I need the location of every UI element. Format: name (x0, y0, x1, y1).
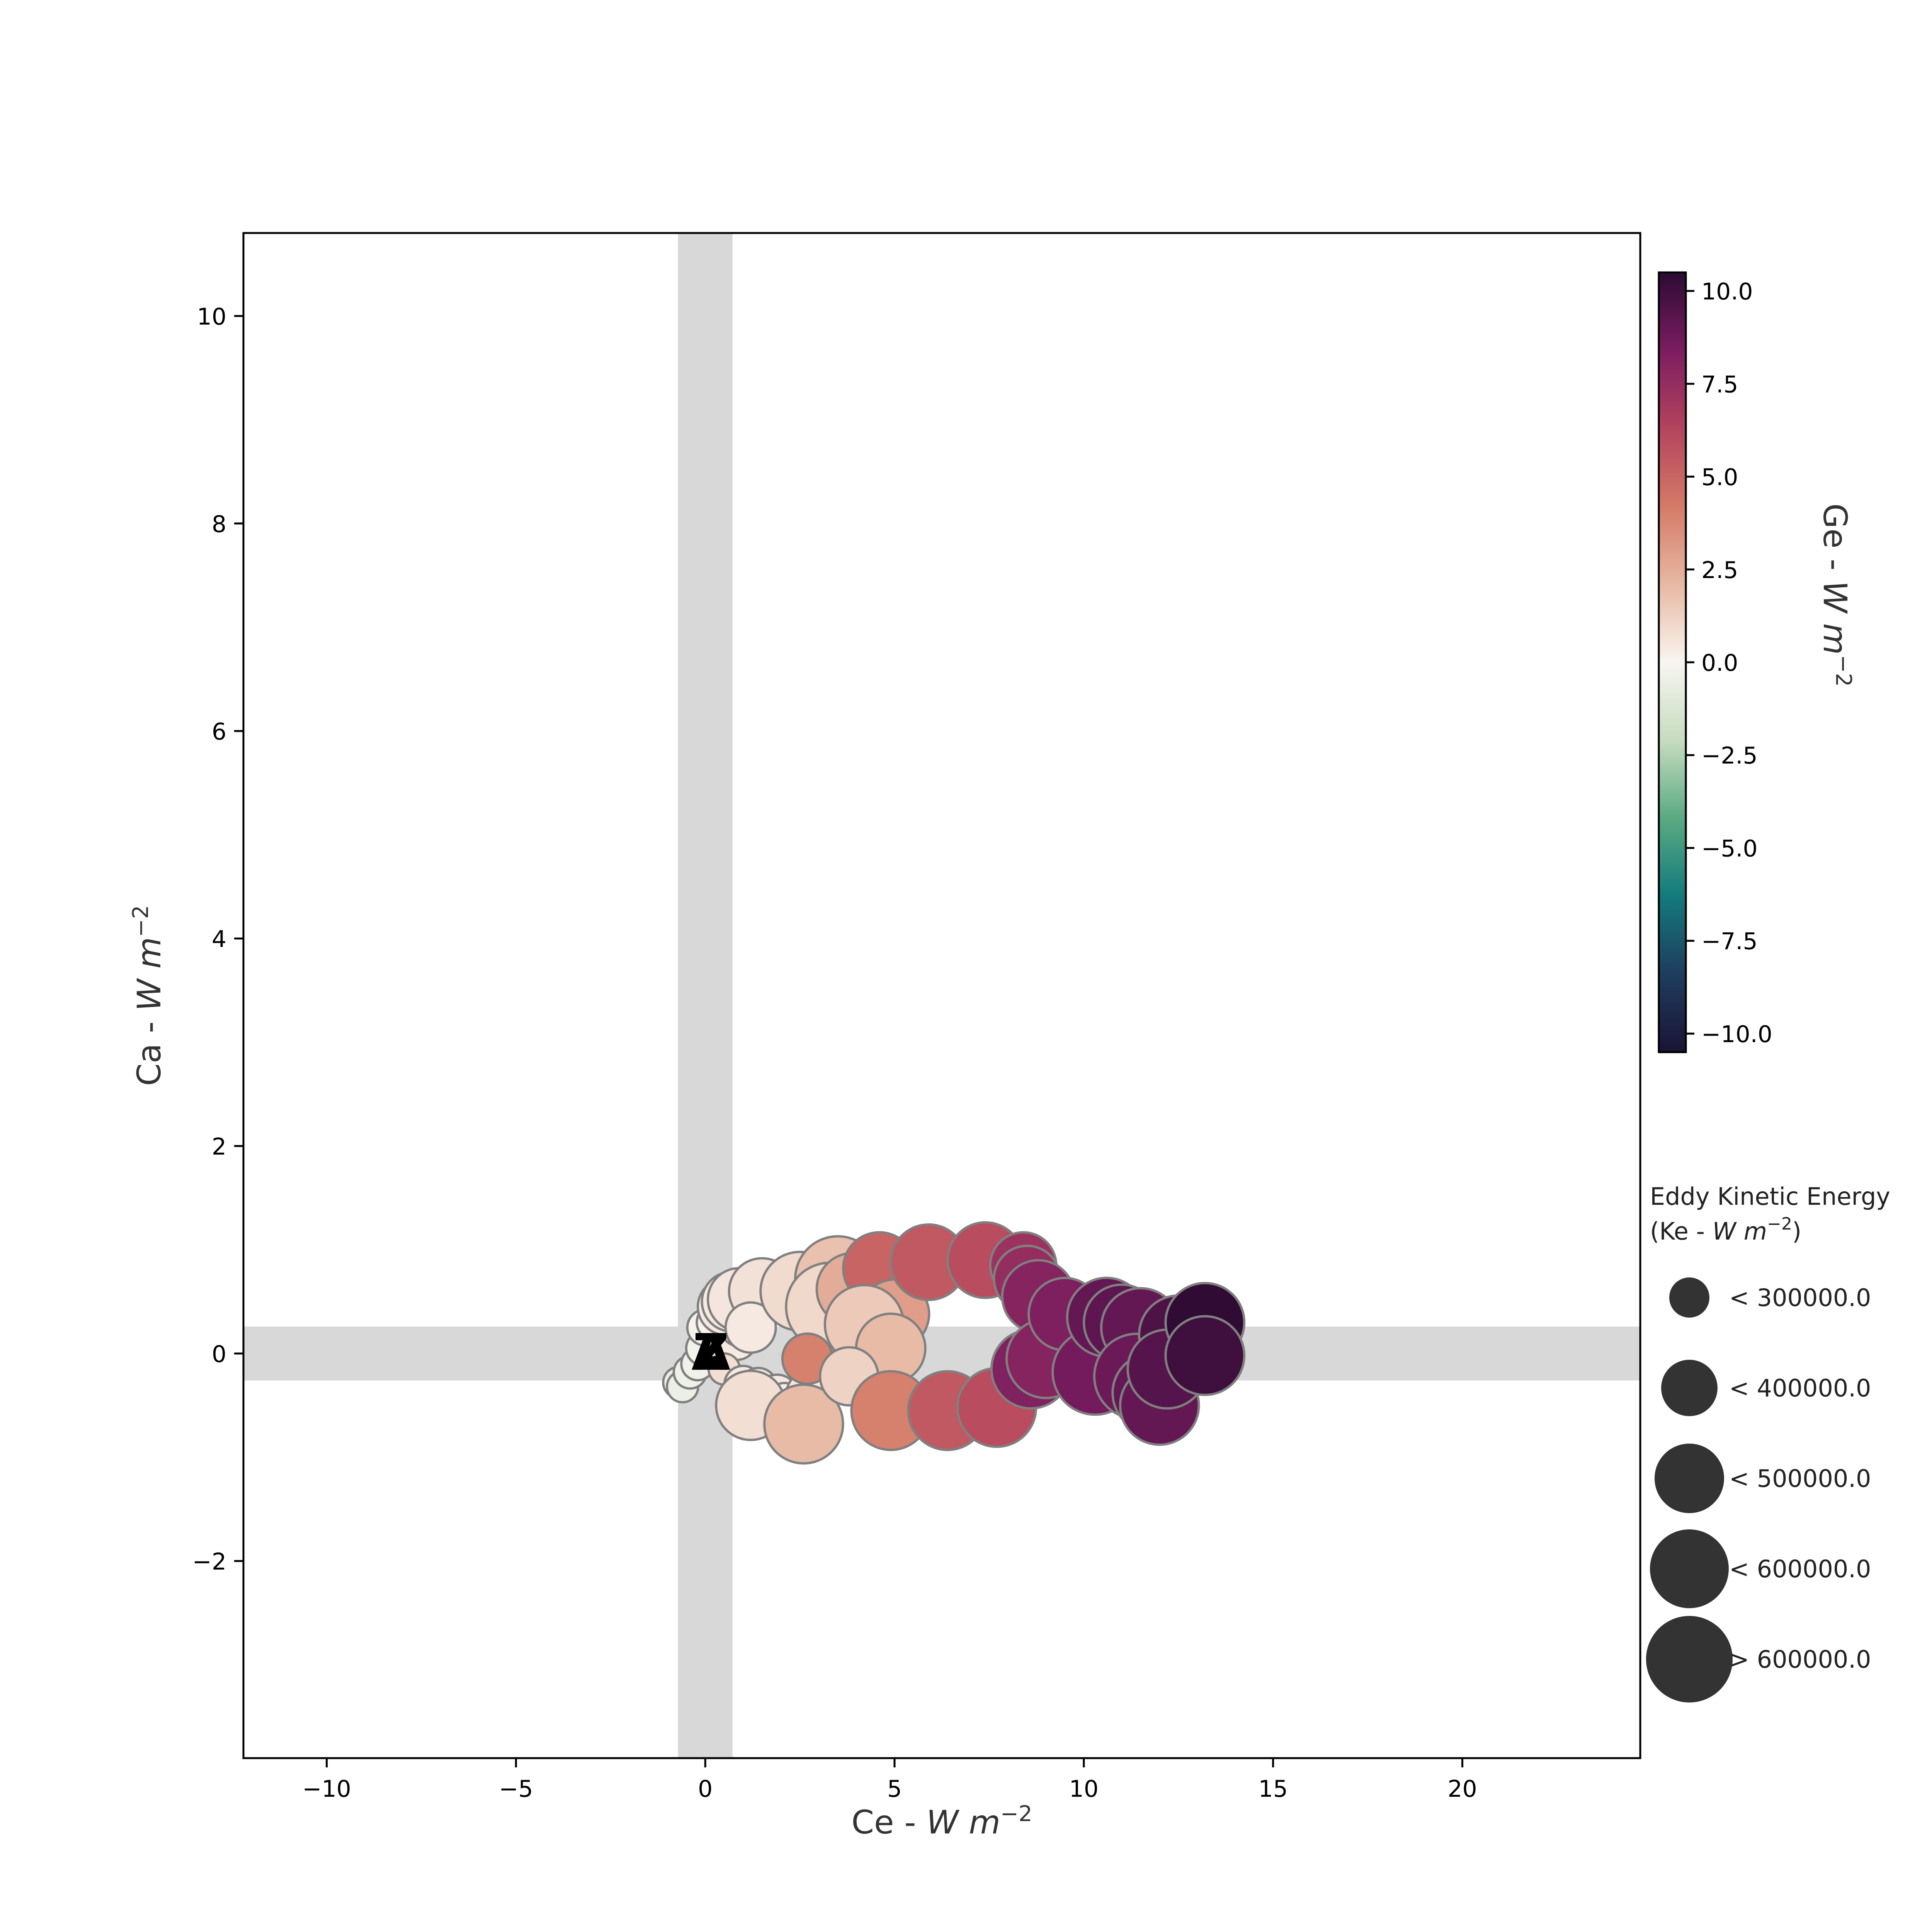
y-axis-ticks: −2 0 2 4 6 8 10 (192, 303, 243, 1575)
vertical-zero-band (678, 233, 733, 1758)
data-point (1164, 1315, 1246, 1396)
size-legend-marker (1650, 1529, 1729, 1608)
x-axis-label: Ce - W m−2 (851, 1801, 1032, 1841)
size-legend-title: Eddy Kinetic Energy (1650, 1182, 1890, 1211)
data-point (763, 1383, 844, 1465)
y-tick-label: 6 (212, 718, 226, 745)
size-legend-entries: < 300000.0 < 400000.0 < 500000.0 < 600000.0… (1646, 1277, 1871, 1702)
colorbar-ticks: 10.0 7.5 5.0 2.5 0.0 −2.5 −5.0 −7.5 −10.0 (1686, 278, 1772, 1048)
x-tick-label: 15 (1259, 1776, 1288, 1803)
x-tick-label: 5 (887, 1776, 902, 1803)
x-tick-label: 20 (1447, 1776, 1477, 1803)
colorbar-tick-label: −5.0 (1701, 835, 1758, 862)
x-tick-label: 10 (1069, 1776, 1099, 1803)
start-end-markers: AZ (692, 1323, 731, 1382)
colorbar-label: Ge - W m−2 (1816, 503, 1856, 687)
marker-start: A (692, 1323, 731, 1382)
size-legend-label: > 600000.0 (1729, 1645, 1871, 1673)
x-tick-label: −5 (499, 1776, 533, 1803)
colorbar-tick-label: −2.5 (1701, 742, 1758, 769)
plot-frame (242, 232, 1641, 1759)
x-tick-label: 0 (698, 1776, 713, 1803)
zero-bands (243, 233, 1640, 1758)
colorbar-tick-label: 0.0 (1701, 650, 1738, 677)
size-legend: Eddy Kinetic Energy (Ke - W m−2) < 30000… (1646, 1182, 1890, 1702)
y-tick-label: −2 (192, 1548, 226, 1575)
y-tick-label: 4 (212, 926, 226, 953)
plot-background (243, 233, 1640, 1758)
size-legend-label: < 400000.0 (1729, 1374, 1871, 1402)
size-legend-marker (1655, 1444, 1724, 1513)
y-tick-label: 10 (197, 303, 226, 330)
colorbar-tick-label: −7.5 (1701, 928, 1758, 955)
size-legend-marker (1646, 1616, 1733, 1702)
size-legend-marker (1661, 1360, 1718, 1416)
colorbar-tick-label: −10.0 (1701, 1021, 1772, 1048)
colorbar: 10.0 7.5 5.0 2.5 0.0 −2.5 −5.0 −7.5 −10.0 Ge - W… (1658, 271, 1856, 1053)
size-legend-label: < 500000.0 (1729, 1464, 1871, 1493)
y-tick-label: 0 (212, 1341, 226, 1368)
y-tick-label: 8 (212, 511, 226, 538)
data-point (724, 1301, 777, 1354)
y-axis-label: Ca - W m−2 (128, 905, 168, 1086)
size-legend-label: < 300000.0 (1729, 1284, 1871, 1312)
colorbar-tick-label: 2.5 (1701, 557, 1738, 584)
marker-end: Z (693, 1323, 729, 1382)
colorbar-tick-label: 10.0 (1701, 278, 1753, 305)
size-legend-units: (Ke - W m−2) (1650, 1214, 1801, 1245)
colorbar-tick-label: 7.5 (1701, 371, 1738, 398)
colorbar-tick-label: 5.0 (1701, 464, 1738, 491)
x-axis-ticks: −10 −5 0 5 10 15 20 (302, 1758, 1477, 1803)
y-tick-label: 2 (212, 1133, 226, 1160)
size-legend-label: < 600000.0 (1729, 1555, 1871, 1583)
colorbar-gradient (1658, 271, 1687, 1053)
size-legend-marker (1669, 1277, 1709, 1318)
data-points (662, 1221, 1246, 1465)
plot-area: AZ −10 −5 0 5 10 15 20 −2 0 2 4 6 8 10 (192, 232, 1641, 1803)
x-tick-label: −10 (302, 1776, 351, 1803)
